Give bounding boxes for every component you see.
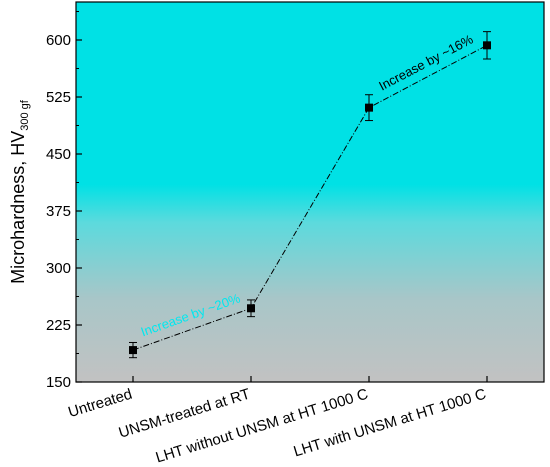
- x-tick-label: Untreated: [66, 386, 134, 422]
- data-marks: [129, 31, 491, 359]
- plot-background: [76, 2, 544, 382]
- x-tick-label: LHT without UNSM at HT 1000 C: [154, 386, 371, 467]
- y-tick-label: 375: [46, 203, 71, 220]
- x-tick-label: LHT with UNSM at HT 1000 C: [292, 386, 489, 461]
- y-tick-label: 150: [46, 374, 71, 391]
- data-point: [483, 41, 491, 50]
- y-tick-label: 600: [46, 32, 71, 49]
- y-tick-label: 225: [46, 317, 71, 334]
- data-point: [365, 103, 373, 112]
- y-axis-label: Microhardness, HV300 gf: [8, 99, 31, 284]
- y-tick-label: 525: [46, 89, 71, 106]
- data-point: [129, 346, 137, 355]
- plot-frame: [75, 1, 545, 383]
- data-point: [247, 304, 255, 313]
- y-axis: 150 225 300 375 450 525 600: [46, 11, 82, 391]
- y-tick-label: 450: [46, 146, 71, 163]
- y-tick-label: 300: [46, 260, 71, 277]
